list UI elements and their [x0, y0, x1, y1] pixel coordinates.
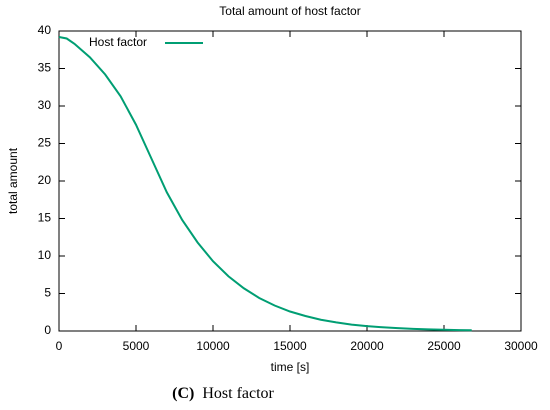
x-tick-label: 20000	[350, 339, 384, 353]
caption-label: (C)	[172, 385, 194, 402]
y-tick-label: 20	[38, 173, 52, 187]
y-tick-label: 15	[38, 211, 52, 225]
x-tick-label: 0	[56, 339, 63, 353]
x-tick-label: 10000	[196, 339, 230, 353]
y-axis-label: total amount	[6, 147, 20, 214]
x-tick-label: 5000	[123, 339, 150, 353]
x-tick-label: 30000	[504, 339, 538, 353]
chart-title: Total amount of host factor	[219, 4, 360, 18]
y-tick-label: 5	[44, 286, 51, 300]
y-tick-label: 0	[44, 323, 51, 337]
caption-text: Host factor	[202, 385, 274, 402]
y-tick-label: 10	[38, 248, 52, 262]
y-tick-label: 40	[38, 23, 52, 37]
y-tick-label: 30	[38, 98, 52, 112]
y-tick-label: 25	[38, 136, 52, 150]
x-axis-label: time [s]	[271, 360, 310, 374]
legend-label: Host factor	[89, 35, 147, 49]
y-tick-label: 35	[38, 61, 52, 75]
plot-frame	[58, 30, 522, 332]
line	[58, 36, 472, 332]
x-tick-label: 15000	[273, 339, 307, 353]
caption: (C) Host factor	[172, 385, 274, 402]
x-tick-label: 25000	[427, 339, 461, 353]
